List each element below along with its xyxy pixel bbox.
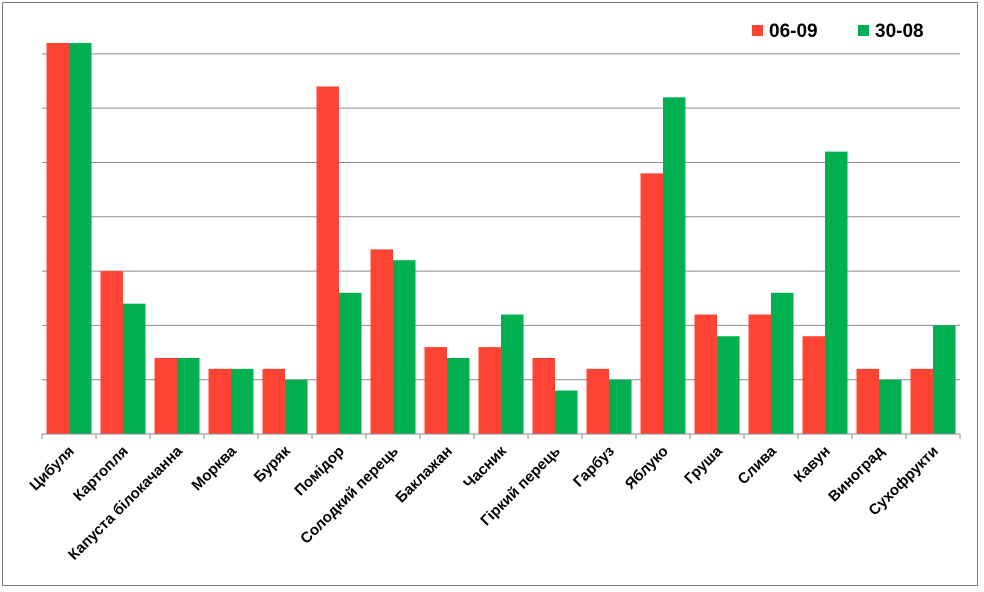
bar-series2 — [879, 379, 902, 434]
bar-series2 — [285, 379, 308, 434]
bar-series1 — [910, 368, 933, 434]
bar-series2 — [501, 314, 524, 434]
x-tick-label: Гарбуз — [570, 443, 618, 491]
x-tick-label: Яблуко — [622, 443, 672, 493]
bar-series1 — [208, 368, 231, 434]
x-axis — [41, 433, 961, 439]
bar-series1 — [478, 347, 501, 434]
legend-label: 06-09 — [769, 21, 818, 42]
bar-series1 — [856, 368, 879, 434]
bars — [46, 43, 956, 435]
bar-series2 — [69, 43, 92, 434]
bar-series2 — [717, 336, 740, 434]
bar-series2 — [339, 292, 362, 434]
bar-series1 — [154, 357, 177, 434]
bar-series1 — [262, 368, 285, 434]
bar-series2 — [555, 390, 578, 434]
bar-series2 — [663, 97, 686, 435]
legend-swatch — [858, 25, 869, 36]
bar-series2 — [177, 357, 200, 434]
legend-label: 30-08 — [875, 21, 924, 42]
x-tick-label: Груша — [681, 442, 726, 487]
bar-series2 — [231, 368, 254, 434]
x-tick-label: Слива — [735, 442, 781, 488]
bar-series1 — [100, 271, 123, 434]
bar-series2 — [825, 151, 848, 434]
bar-series2 — [123, 303, 146, 434]
bar-series1 — [694, 314, 717, 434]
x-tick-label: Буряк — [251, 442, 294, 485]
bar-series1 — [424, 347, 447, 434]
legend-swatch — [752, 25, 763, 36]
bar-series2 — [447, 357, 470, 434]
legend: 06-09 30-08 — [752, 21, 924, 42]
bar-series1 — [802, 336, 825, 434]
x-tick-label: Помідор — [291, 443, 347, 499]
x-tick-label: Баклажан — [392, 443, 456, 507]
bar-series1 — [748, 314, 771, 434]
bar-series2 — [393, 260, 416, 434]
bar-series2 — [771, 292, 794, 434]
bar-series1 — [586, 368, 609, 434]
chart-frame — [2, 2, 978, 586]
bar-series2 — [933, 325, 956, 434]
bar-series1 — [640, 173, 663, 435]
x-tick-label: Солодкий перець — [297, 443, 402, 548]
bar-series1 — [46, 43, 69, 434]
bar-series2 — [609, 379, 632, 434]
bar-series1 — [370, 249, 393, 434]
bar-series1 — [316, 86, 339, 434]
x-tick-label: Часник — [460, 442, 510, 492]
x-tick-label: Кавун — [791, 443, 834, 486]
bar-series1 — [532, 357, 555, 434]
x-tick-label: Морква — [188, 442, 240, 494]
x-tick-label: Цибуля — [26, 443, 77, 494]
